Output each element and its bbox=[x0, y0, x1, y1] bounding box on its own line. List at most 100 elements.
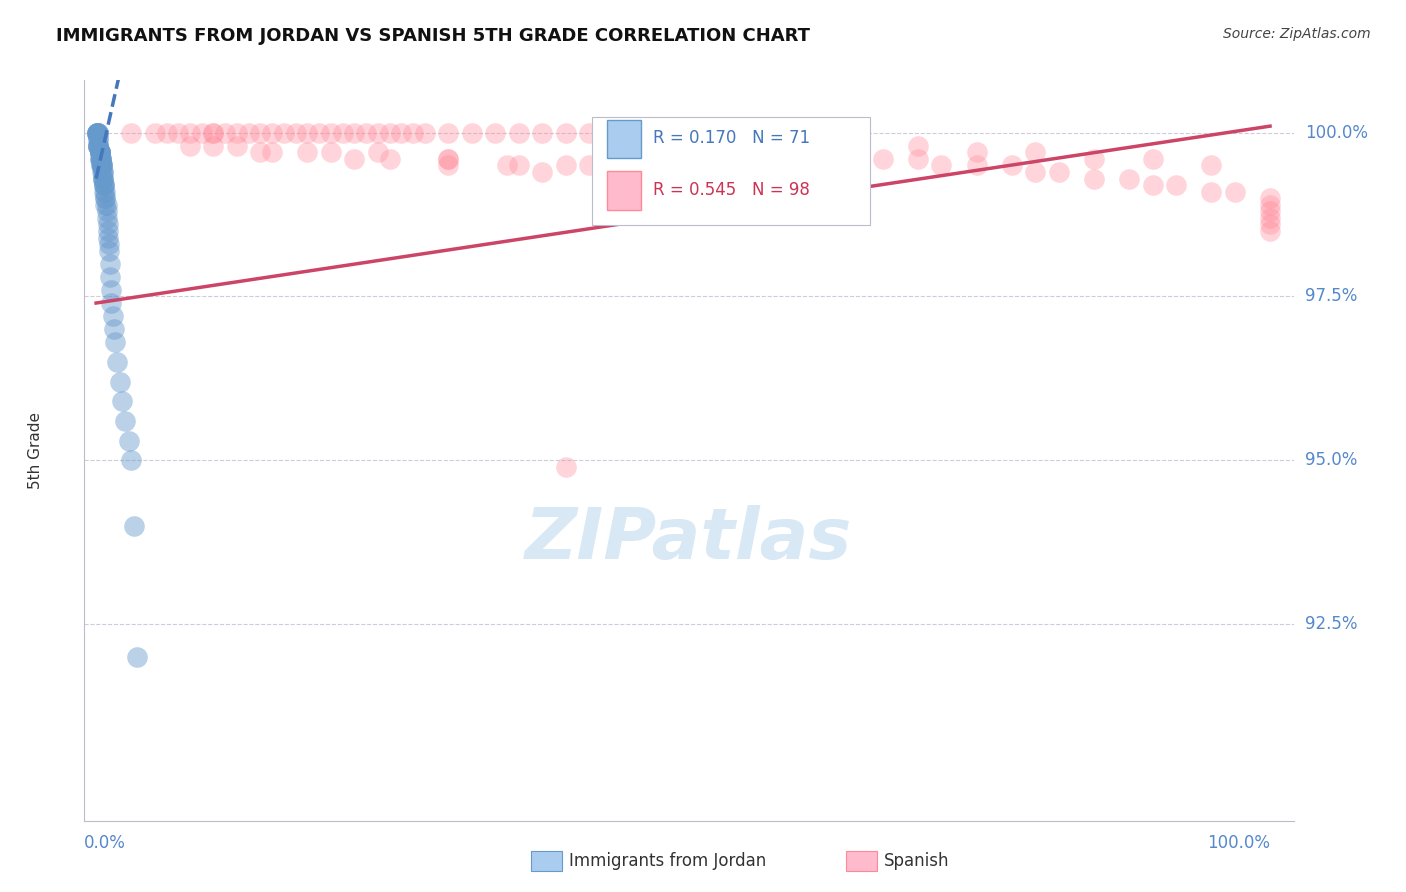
Text: R = 0.170   N = 71: R = 0.170 N = 71 bbox=[652, 129, 810, 147]
Point bbox=[1258, 211, 1281, 225]
Text: 92.5%: 92.5% bbox=[1305, 615, 1357, 633]
Point bbox=[461, 126, 484, 140]
Text: 95.0%: 95.0% bbox=[1305, 451, 1357, 469]
Point bbox=[496, 158, 519, 172]
Point bbox=[554, 158, 576, 172]
Point bbox=[104, 335, 127, 350]
Point bbox=[731, 171, 754, 186]
Point bbox=[613, 165, 636, 179]
Point bbox=[120, 453, 142, 467]
Point bbox=[97, 218, 120, 232]
Point bbox=[202, 126, 225, 140]
Point bbox=[87, 132, 110, 146]
Point bbox=[179, 126, 201, 140]
Point bbox=[89, 145, 111, 160]
Point bbox=[87, 138, 110, 153]
Point bbox=[111, 394, 134, 409]
Point bbox=[87, 138, 110, 153]
Point bbox=[731, 178, 754, 193]
Point bbox=[190, 126, 212, 140]
Point bbox=[87, 126, 110, 140]
Point bbox=[101, 309, 124, 323]
Point bbox=[108, 375, 131, 389]
Point bbox=[624, 132, 647, 146]
Point bbox=[91, 171, 114, 186]
Point bbox=[202, 138, 225, 153]
Point bbox=[789, 132, 811, 146]
Point bbox=[91, 158, 114, 172]
Point bbox=[1258, 198, 1281, 212]
Point bbox=[931, 158, 953, 172]
Point bbox=[100, 283, 122, 297]
Point bbox=[87, 138, 110, 153]
Point bbox=[114, 414, 136, 428]
Point bbox=[578, 158, 600, 172]
Point bbox=[91, 171, 114, 186]
Point bbox=[89, 145, 111, 160]
Point bbox=[1223, 185, 1246, 199]
Text: Immigrants from Jordan: Immigrants from Jordan bbox=[569, 852, 766, 870]
Point bbox=[554, 459, 576, 474]
Point bbox=[1024, 145, 1046, 160]
Text: 5th Grade: 5th Grade bbox=[28, 412, 44, 489]
Point bbox=[94, 191, 117, 205]
Point bbox=[226, 126, 249, 140]
Point bbox=[122, 518, 145, 533]
Point bbox=[90, 152, 112, 166]
FancyBboxPatch shape bbox=[607, 171, 641, 210]
Point bbox=[249, 126, 271, 140]
Point bbox=[89, 145, 111, 160]
Point bbox=[91, 158, 114, 172]
Point bbox=[1142, 152, 1164, 166]
Point bbox=[813, 145, 835, 160]
Text: IMMIGRANTS FROM JORDAN VS SPANISH 5TH GRADE CORRELATION CHART: IMMIGRANTS FROM JORDAN VS SPANISH 5TH GR… bbox=[56, 27, 810, 45]
Point bbox=[93, 185, 115, 199]
Point bbox=[907, 152, 929, 166]
Point bbox=[226, 138, 249, 153]
Point bbox=[319, 126, 342, 140]
Point bbox=[1258, 224, 1281, 238]
Point bbox=[402, 126, 425, 140]
Point bbox=[98, 257, 121, 271]
Point bbox=[91, 158, 114, 172]
Text: 100.0%: 100.0% bbox=[1206, 834, 1270, 852]
Point bbox=[89, 152, 111, 166]
Point bbox=[86, 126, 108, 140]
Point bbox=[848, 185, 870, 199]
Point bbox=[319, 145, 342, 160]
Point bbox=[672, 138, 695, 153]
Text: 97.5%: 97.5% bbox=[1305, 287, 1357, 305]
Point bbox=[93, 178, 115, 193]
Point bbox=[602, 132, 624, 146]
Point bbox=[86, 126, 108, 140]
Point bbox=[1166, 178, 1188, 193]
Point bbox=[90, 158, 112, 172]
Point bbox=[789, 178, 811, 193]
Point bbox=[437, 152, 460, 166]
Point bbox=[238, 126, 260, 140]
Point bbox=[86, 126, 108, 140]
Point bbox=[91, 158, 114, 172]
Point bbox=[389, 126, 412, 140]
Point bbox=[1118, 171, 1140, 186]
Text: Spanish: Spanish bbox=[884, 852, 950, 870]
Point bbox=[907, 138, 929, 153]
Point bbox=[94, 185, 117, 199]
Point bbox=[90, 152, 112, 166]
Point bbox=[354, 126, 377, 140]
Point bbox=[508, 126, 530, 140]
Point bbox=[789, 145, 811, 160]
Point bbox=[284, 126, 307, 140]
Point bbox=[273, 126, 295, 140]
Point bbox=[437, 152, 460, 166]
Point bbox=[1258, 204, 1281, 219]
Point bbox=[696, 138, 718, 153]
Point bbox=[1201, 158, 1223, 172]
Point bbox=[848, 152, 870, 166]
Point bbox=[648, 132, 671, 146]
Point bbox=[89, 145, 111, 160]
Text: ZIPatlas: ZIPatlas bbox=[526, 505, 852, 574]
Point bbox=[179, 138, 201, 153]
Point bbox=[624, 171, 647, 186]
Point bbox=[1258, 191, 1281, 205]
